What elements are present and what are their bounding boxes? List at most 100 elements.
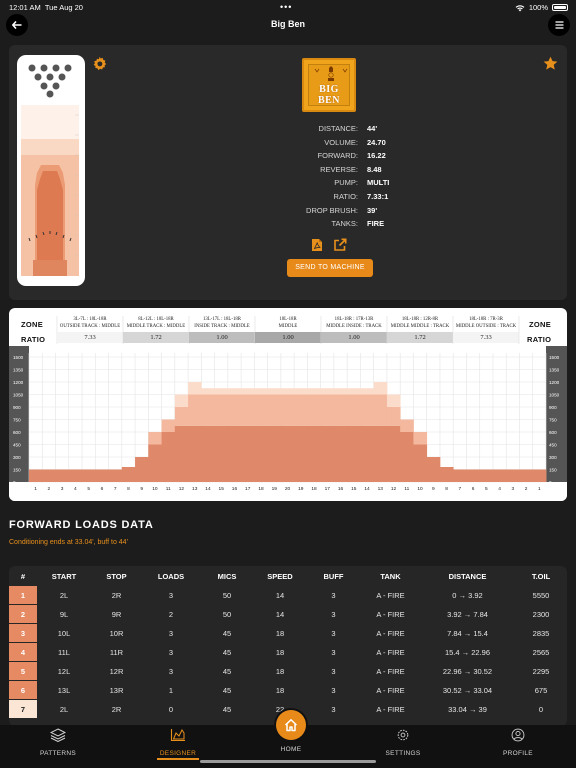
column-header: DISTANCE: [448, 572, 487, 581]
table-cell: 5550: [532, 591, 550, 600]
spec-row: REVERSE: 8.48: [9, 165, 567, 179]
table-cell: 1: [168, 686, 174, 695]
zone-name: INSIDE TRACK : MIDDLE: [194, 323, 250, 329]
spec-row: DROP BRUSH: 39': [9, 206, 567, 220]
column-header: STOP: [106, 572, 127, 581]
oil-volume-bar: [307, 394, 322, 426]
oil-volume-bar: [439, 467, 454, 482]
tab-designer[interactable]: DESIGNER: [138, 728, 218, 760]
oil-volume-bar: [254, 394, 269, 426]
clock-tower-icon: [314, 66, 348, 81]
ratio-value: 1.00: [348, 334, 360, 341]
table-cell: 3: [168, 648, 174, 657]
x-tick-label: 7: [114, 486, 117, 492]
x-tick-label: 19: [298, 486, 304, 492]
oil-volume-bar: [466, 469, 481, 482]
home-label[interactable]: HOME: [280, 746, 302, 753]
column-header: SPEED: [267, 572, 293, 581]
zone-range: 18L-18R : 7R-3R: [469, 317, 503, 322]
table-cell: 11R: [109, 648, 124, 657]
spec-key: TANKS:: [331, 219, 358, 229]
x-tick-label: 8: [445, 486, 448, 492]
x-tick-label: 17: [245, 486, 251, 492]
y-tick-label-right: 1500: [549, 355, 560, 360]
table-row[interactable]: 3 10L 10R 3 45 18 3 A - FIRE 7.84 → 15.4 2835: [9, 624, 567, 643]
table-cell: 9R: [111, 610, 122, 619]
oil-volume-bar: [320, 394, 335, 426]
x-tick-label: 11: [166, 486, 171, 492]
spec-value: 8.48: [367, 164, 382, 174]
gear-icon[interactable]: [92, 56, 107, 71]
table-cell: 15.4 → 22.96: [444, 648, 491, 657]
tab-patterns[interactable]: PATTERNS: [18, 728, 98, 757]
oil-volume-bar: [188, 382, 202, 395]
table-row[interactable]: 6 13L 13R 1 45 18 3 A - FIRE 30.52 → 33.04 675: [9, 681, 567, 700]
oil-volume-bar: [333, 388, 348, 395]
multitask-dots-icon[interactable]: •••: [280, 2, 293, 12]
oil-graph-card: 0 0 150 150 300 300 450 450 600 600 750 750 900 900 10…: [9, 308, 567, 501]
table-row[interactable]: 2 9L 9R 2 50 14 3 A - FIRE 3.92 → 7.84 2300: [9, 605, 567, 624]
y-tick-label-left: 1350: [13, 367, 24, 372]
x-tick-label: 8: [127, 486, 130, 492]
table-row[interactable]: 1 2L 2R 3 50 14 3 A - FIRE 0 → 3.92 5550: [9, 586, 567, 605]
table-row[interactable]: 7 2L 2R 0 45 22 3 A - FIRE 33.04 → 39 0: [9, 700, 567, 719]
oil-volume-bar: [532, 469, 547, 482]
spec-row: VOLUME: 24.70: [9, 138, 567, 152]
designer-chart-icon: [170, 729, 185, 742]
tab-profile[interactable]: PROFILE: [478, 728, 558, 757]
table-cell: 18: [275, 629, 285, 638]
pattern-summary-card: BIG BEN DISTANCE: 44' VOLUME: 24.70 FORWARD:…: [9, 45, 567, 300]
send-to-machine-button[interactable]: SEND TO MACHINE: [287, 259, 373, 277]
table-row[interactable]: 5 12L 12R 3 45 18 3 A - FIRE 22.96 → 30.52 2295: [9, 662, 567, 681]
x-tick-label: 11: [404, 486, 409, 492]
oil-volume-bar: [161, 432, 176, 482]
x-tick-label: 17: [325, 486, 331, 492]
zone-name: MIDDLE TRACK : MIDDLE: [126, 323, 186, 329]
menu-button[interactable]: [548, 14, 570, 36]
pattern-preview-thumbnail[interactable]: [17, 55, 85, 286]
home-indicator: [200, 760, 376, 763]
oil-volume-bar: [188, 394, 202, 426]
table-cell: 3: [331, 591, 336, 600]
oil-volume-bar: [506, 469, 520, 482]
back-button[interactable]: [6, 14, 28, 36]
battery-percent: 100%: [528, 3, 548, 12]
table-cell: 13R: [109, 686, 124, 695]
zone-label-left: ZONE: [21, 320, 44, 329]
table-cell: 0 → 3.92: [452, 591, 483, 600]
oil-volume-bar: [174, 407, 189, 426]
x-tick-label: 1: [538, 486, 541, 492]
pdf-export-icon[interactable]: [311, 238, 323, 252]
y-tick-label-right: 1050: [549, 392, 560, 397]
ratio-value: 1.72: [414, 334, 426, 341]
favorite-star-icon[interactable]: [543, 56, 558, 71]
table-cell: 0: [538, 705, 544, 714]
spec-value: MULTI: [367, 178, 390, 188]
y-tick-label-left: 450: [13, 442, 21, 447]
spec-value: 24.70: [367, 137, 386, 147]
zone-cell: 8L-12L : 18L-18R MIDDLE TRACK : MIDDLE: [123, 317, 189, 330]
table-cell: 675: [534, 686, 548, 695]
tab-settings[interactable]: SETTINGS: [363, 728, 443, 757]
table-row[interactable]: 4 11L 11R 3 45 18 3 A - FIRE 15.4 → 22.96 2565: [9, 643, 567, 662]
table-cell: 22.96 → 30.52: [442, 667, 493, 676]
y-tick-label-left: 150: [13, 467, 21, 472]
oil-volume-bar: [42, 469, 56, 482]
oil-volume-bar: [267, 388, 282, 395]
zone-label-right: ZONE: [529, 320, 552, 329]
x-tick-label: 9: [432, 486, 435, 492]
oil-volume-bar: [267, 394, 282, 426]
oil-volume-bar: [373, 382, 388, 395]
table-cell: 14: [275, 591, 285, 600]
oil-volume-bar: [267, 425, 282, 482]
oil-volume-bar: [201, 394, 215, 426]
table-cell: 2565: [532, 648, 550, 657]
oil-volume-bar: [214, 394, 229, 426]
y-axis-band-right: [546, 346, 567, 492]
oil-volume-bar: [29, 469, 43, 482]
table-cell: 45: [222, 686, 232, 695]
spec-value: 39': [367, 205, 378, 215]
oil-volume-bar: [227, 388, 242, 395]
home-button[interactable]: [276, 710, 306, 740]
share-external-icon[interactable]: [333, 238, 347, 252]
